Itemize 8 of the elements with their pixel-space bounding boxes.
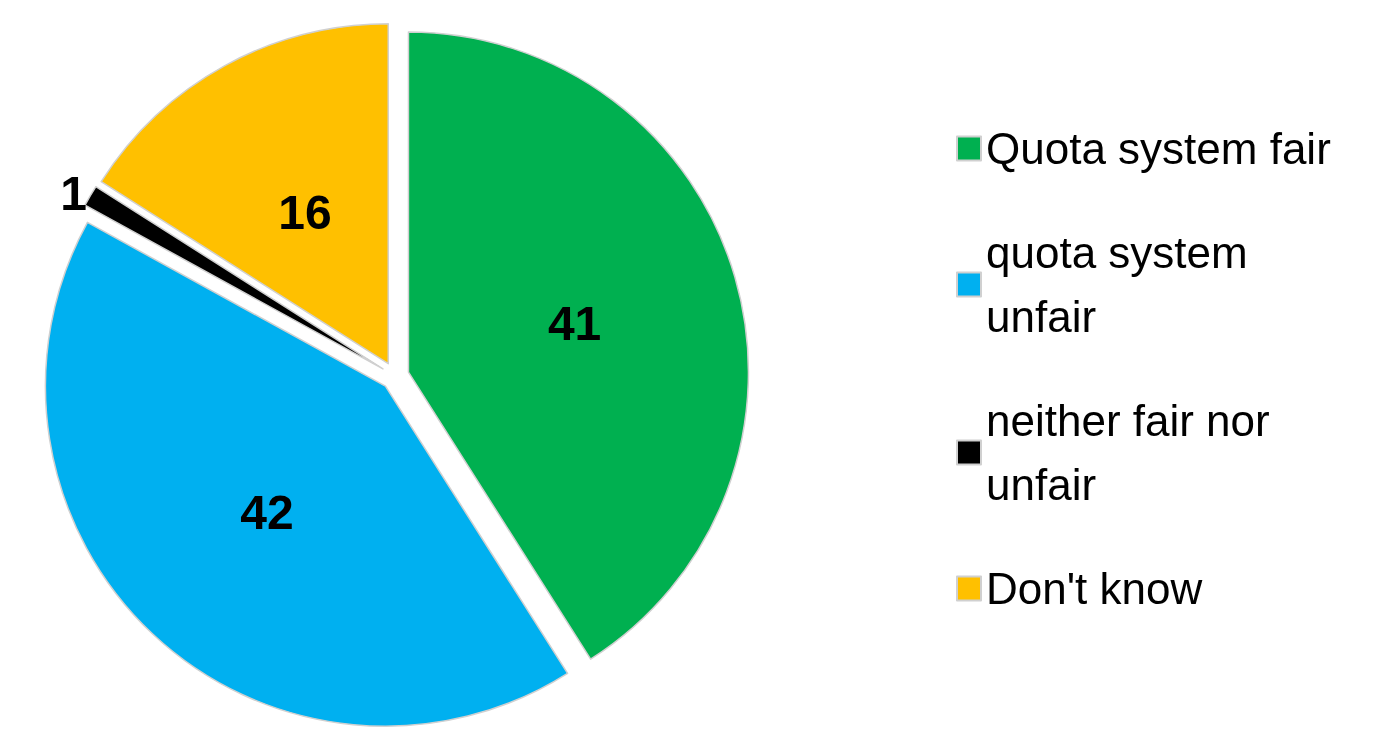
legend-label: Don't know <box>986 564 1203 613</box>
data-label: 1 <box>60 167 87 221</box>
legend-label: quota system unfair <box>986 228 1260 341</box>
legend-label: Quota system fair <box>986 124 1331 173</box>
data-label: 16 <box>278 185 332 239</box>
data-label: 42 <box>240 485 294 539</box>
legend-label: neither fair nor unfair <box>986 396 1282 509</box>
data-label: 41 <box>547 297 602 351</box>
